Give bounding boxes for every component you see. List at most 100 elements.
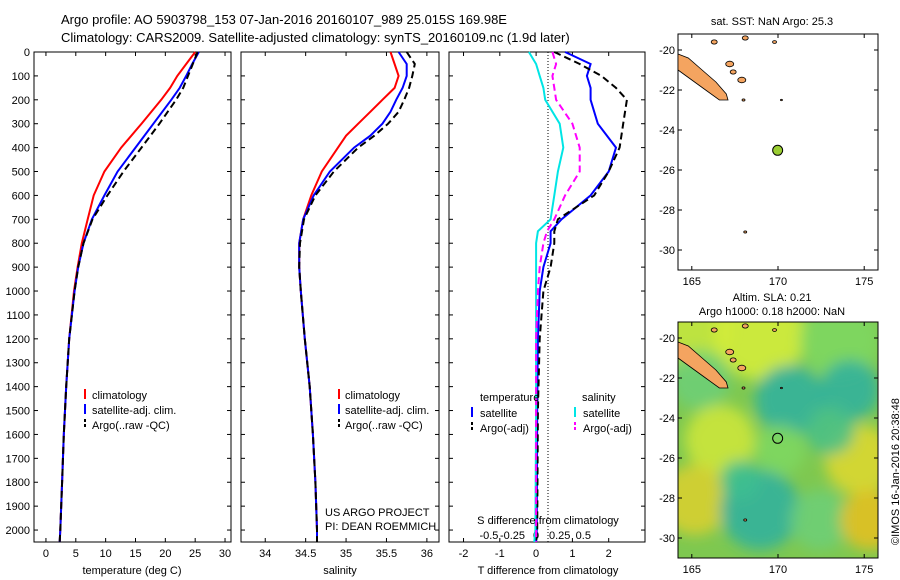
lat-tick-label: -26 bbox=[659, 165, 675, 177]
island-land bbox=[780, 98, 783, 102]
depth-tick-label: 900 bbox=[12, 262, 30, 274]
difference-legend: temperature salinity satellite Argo(-adj) sa… bbox=[471, 392, 632, 435]
legend-header-temperature: temperature bbox=[480, 392, 539, 404]
lat-tick-label: -28 bbox=[659, 493, 675, 505]
sst-land bbox=[677, 35, 783, 234]
depth-tick-label: 1200 bbox=[6, 334, 30, 346]
lon-tick-label: 170 bbox=[769, 276, 787, 288]
series-line-salinity-argo-adj- bbox=[535, 51, 581, 542]
lon-tick-label: 165 bbox=[683, 564, 701, 576]
temperature-panel: 0100200300400500600700800900100011001200… bbox=[6, 47, 232, 577]
depth-tick-label: 2000 bbox=[6, 525, 30, 537]
series-line-satellite-adj-clim- bbox=[58, 51, 200, 543]
x-tick-label: 0 bbox=[533, 548, 539, 560]
x-tick-label: 15 bbox=[129, 548, 141, 560]
lat-tick-label: -26 bbox=[659, 453, 675, 465]
legend-label: climatology bbox=[92, 390, 148, 402]
s-tick-label: -0.25 bbox=[500, 530, 525, 542]
sla-field-patch bbox=[685, 405, 755, 475]
x-tick-label: 36 bbox=[421, 548, 433, 560]
lat-tick-label: -24 bbox=[659, 413, 675, 425]
lat-tick-label: -30 bbox=[659, 245, 675, 257]
x-tick-label: -1 bbox=[495, 548, 505, 560]
depth-tick-label: 700 bbox=[12, 214, 30, 226]
depth-tick-label: 600 bbox=[12, 190, 30, 202]
sla-field-patch bbox=[755, 365, 825, 435]
depth-tick-label: 1800 bbox=[6, 477, 30, 489]
salinity-panel: 34 34.5 35 35.5 36 climatology satellite-adj.… bbox=[240, 51, 440, 577]
new-caledonia-land bbox=[677, 341, 729, 389]
temperature-x-label: temperature (deg C) bbox=[82, 565, 181, 577]
salinity-legend: climatology satellite-adj. clim. Argo(..ra… bbox=[338, 389, 429, 432]
x-tick-label: 34 bbox=[259, 548, 271, 560]
island-land bbox=[741, 386, 746, 390]
island-land bbox=[725, 348, 735, 356]
legend-label: satellite bbox=[480, 408, 517, 420]
sla-longitude-axis: 165 170 175 bbox=[683, 322, 873, 576]
x-tick-label: 0 bbox=[43, 548, 49, 560]
salinity-x-label: salinity bbox=[323, 565, 357, 577]
legend-label: satellite-adj. clim. bbox=[345, 405, 429, 417]
depth-tick-label: 100 bbox=[12, 71, 30, 83]
lat-tick-label: -20 bbox=[659, 333, 675, 345]
sla-field-patch bbox=[805, 405, 855, 455]
salinity-depth-ticks bbox=[241, 51, 439, 531]
temperature-series bbox=[58, 51, 200, 543]
temperature-difference-label: T difference from climatology bbox=[478, 565, 619, 577]
x-tick-label: 30 bbox=[219, 548, 231, 560]
depth-tick-label: 200 bbox=[12, 95, 30, 107]
island-land bbox=[710, 39, 718, 45]
island-land bbox=[772, 328, 777, 332]
sla-field-patch bbox=[678, 465, 730, 535]
pi-label: PI: DEAN ROEMMICH bbox=[325, 521, 436, 533]
salinity-series bbox=[298, 51, 416, 542]
sla-title-1: Altim. SLA: 0.21 bbox=[733, 292, 812, 304]
depth-tick-label: 1100 bbox=[6, 310, 30, 322]
salinity-x-axis: 34 34.5 35 35.5 36 bbox=[259, 52, 433, 560]
project-label: US ARGO PROJECT bbox=[325, 507, 430, 519]
depth-tick-label: 300 bbox=[12, 119, 30, 131]
x-tick-label: 10 bbox=[100, 548, 112, 560]
series-line-argo-raw-qc- bbox=[58, 51, 199, 543]
lon-tick-label: 175 bbox=[855, 564, 873, 576]
legend-header-salinity: salinity bbox=[582, 392, 616, 404]
lat-tick-label: -30 bbox=[659, 533, 675, 545]
island-land bbox=[710, 327, 718, 333]
series-line-argo-raw-qc- bbox=[298, 51, 416, 542]
island-land bbox=[780, 386, 783, 390]
series-line-satellite-adj-clim- bbox=[298, 51, 408, 542]
lon-tick-label: 170 bbox=[769, 564, 787, 576]
sst-title: sat. SST: NaN Argo: 25.3 bbox=[711, 16, 833, 28]
depth-tick-label: 1700 bbox=[6, 453, 30, 465]
difference-plot-frame bbox=[448, 51, 646, 543]
island-land bbox=[729, 357, 737, 363]
x-tick-label: 20 bbox=[159, 548, 171, 560]
difference-panel: -2 -1 0 1 2 -0.5 -0.25 0 0.25 0.5 temperature sal… bbox=[448, 51, 646, 577]
depth-tick-label: 500 bbox=[12, 167, 30, 179]
sst-latitude-axis: -20 -22 -24 -26 -28 -30 bbox=[659, 45, 878, 257]
depth-axis: 0 100 200 300 400 500 600 700 800 900 1000 1100 1200… bbox=[6, 47, 231, 537]
legend-label: satellite bbox=[583, 408, 620, 420]
island-land bbox=[743, 518, 748, 522]
island-land bbox=[741, 98, 746, 102]
s-tick-label: 0.5 bbox=[576, 530, 591, 542]
island-land bbox=[737, 364, 747, 372]
s-tick-label: -0.5 bbox=[479, 530, 498, 542]
depth-tick-label: 1300 bbox=[6, 358, 30, 370]
x-tick-label: 35 bbox=[340, 548, 352, 560]
island-land bbox=[729, 69, 737, 75]
sst-argo-marker bbox=[772, 144, 784, 156]
island-land bbox=[772, 40, 777, 44]
x-tick-label: 34.5 bbox=[295, 548, 316, 560]
temperature-x-axis: 0 5 10 15 20 25 30 bbox=[43, 52, 231, 560]
depth-tick-label: 1500 bbox=[6, 406, 30, 418]
island-land bbox=[737, 76, 747, 84]
sla-field-patch bbox=[755, 425, 805, 475]
legend-label: Argo(-adj) bbox=[480, 423, 529, 435]
header-line-1: Argo profile: AO 5903798_153 07-Jan-2016… bbox=[61, 12, 507, 27]
salinity-plot-frame bbox=[240, 51, 440, 543]
sla-field-patch bbox=[715, 322, 805, 380]
depth-tick-label: 0 bbox=[24, 47, 30, 59]
lat-tick-label: -22 bbox=[659, 85, 675, 97]
depth-tick-label: 400 bbox=[12, 143, 30, 155]
